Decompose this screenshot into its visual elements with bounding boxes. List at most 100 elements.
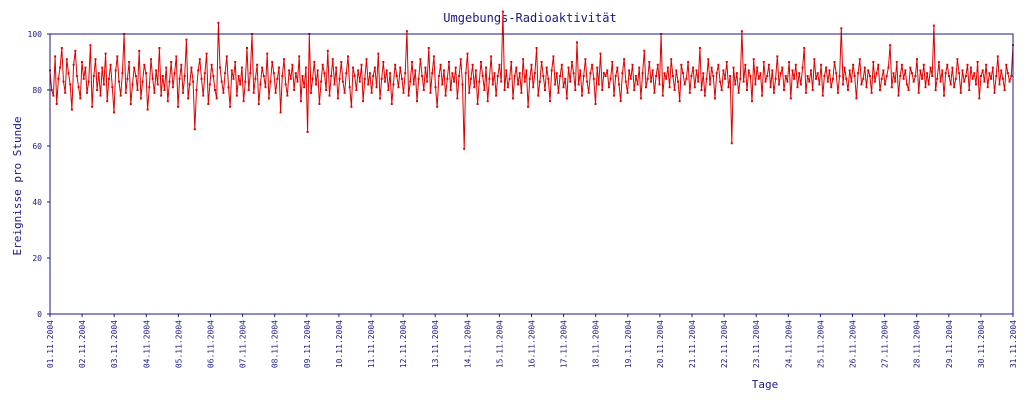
data-point xyxy=(453,80,456,83)
data-point xyxy=(75,75,78,77)
data-point xyxy=(570,61,573,63)
data-point xyxy=(692,66,695,69)
data-point xyxy=(158,47,161,49)
data-point xyxy=(853,75,856,77)
data-point xyxy=(916,58,918,61)
data-point xyxy=(941,69,944,72)
data-point xyxy=(72,63,75,66)
data-point xyxy=(298,55,301,58)
data-point xyxy=(973,72,976,75)
data-point xyxy=(749,75,752,77)
data-point xyxy=(579,69,582,72)
data-point xyxy=(77,86,80,89)
data-point xyxy=(69,83,72,86)
data-point xyxy=(842,83,844,86)
data-point xyxy=(523,80,526,83)
data-point xyxy=(550,69,553,72)
data-point xyxy=(474,69,477,72)
data-point xyxy=(875,72,878,75)
data-point xyxy=(294,72,297,75)
data-point xyxy=(831,77,834,80)
data-point xyxy=(146,108,149,111)
data-point xyxy=(604,75,607,77)
data-point xyxy=(602,72,605,75)
data-point xyxy=(631,63,634,66)
data-point xyxy=(562,86,565,89)
data-point xyxy=(86,91,88,94)
data-point xyxy=(597,83,600,86)
data-point xyxy=(586,80,589,83)
data-point xyxy=(719,80,722,83)
data-point xyxy=(362,100,365,103)
data-point xyxy=(384,80,386,83)
data-point xyxy=(311,77,314,80)
x-tick-label: 22.11.2004 xyxy=(720,320,729,368)
data-point xyxy=(486,100,489,103)
data-point xyxy=(850,80,853,83)
data-point xyxy=(493,72,496,75)
data-point xyxy=(355,89,358,91)
data-point xyxy=(57,77,60,80)
data-point xyxy=(815,77,817,80)
data-point xyxy=(279,111,282,114)
data-point xyxy=(165,66,168,69)
data-point xyxy=(229,105,232,108)
x-tick-label: 03.11.2004 xyxy=(110,320,119,368)
data-point xyxy=(623,58,626,61)
data-point xyxy=(624,80,627,83)
y-tick-label: 100 xyxy=(28,30,43,39)
data-point xyxy=(734,83,737,86)
data-point xyxy=(540,61,543,63)
data-point xyxy=(389,72,392,75)
data-point xyxy=(247,89,250,91)
data-point xyxy=(877,63,880,66)
data-point xyxy=(995,75,998,77)
data-point xyxy=(503,89,506,91)
data-point xyxy=(193,128,196,131)
data-point xyxy=(111,86,114,89)
data-point xyxy=(607,86,610,89)
data-point xyxy=(665,77,668,80)
data-point xyxy=(286,94,289,97)
data-point xyxy=(363,77,366,80)
x-tick-label: 26.11.2004 xyxy=(849,320,858,368)
data-point xyxy=(166,100,169,103)
data-point xyxy=(725,61,728,63)
data-point xyxy=(365,58,368,61)
data-point xyxy=(215,97,218,100)
data-point xyxy=(619,100,622,103)
data-point xyxy=(338,77,341,80)
data-point xyxy=(429,91,432,94)
data-point xyxy=(678,100,681,103)
data-point xyxy=(537,94,540,97)
data-point xyxy=(555,72,558,75)
data-point xyxy=(160,94,163,97)
data-point xyxy=(646,77,649,80)
data-point xyxy=(783,89,785,91)
data-point xyxy=(390,103,393,105)
data-point xyxy=(885,75,888,77)
data-point xyxy=(92,75,95,77)
data-point xyxy=(887,66,890,69)
data-point xyxy=(715,72,718,75)
data-point xyxy=(377,52,380,55)
data-point xyxy=(513,75,516,77)
data-point xyxy=(880,77,883,80)
x-tick-label: 07.11.2004 xyxy=(239,320,248,368)
x-tick-label: 28.11.2004 xyxy=(913,320,922,368)
data-point xyxy=(552,55,555,58)
data-point xyxy=(801,66,804,69)
data-point xyxy=(705,77,708,80)
data-point xyxy=(373,66,376,69)
data-point xyxy=(283,58,285,61)
data-point xyxy=(587,91,590,94)
data-point xyxy=(949,83,952,86)
data-point xyxy=(153,91,156,94)
data-point xyxy=(202,94,205,97)
x-tick-label: 01.11.2004 xyxy=(46,320,55,368)
data-point xyxy=(803,47,806,49)
data-point xyxy=(89,44,92,47)
data-point xyxy=(254,77,257,80)
data-point xyxy=(177,105,179,108)
data-point xyxy=(784,75,787,77)
